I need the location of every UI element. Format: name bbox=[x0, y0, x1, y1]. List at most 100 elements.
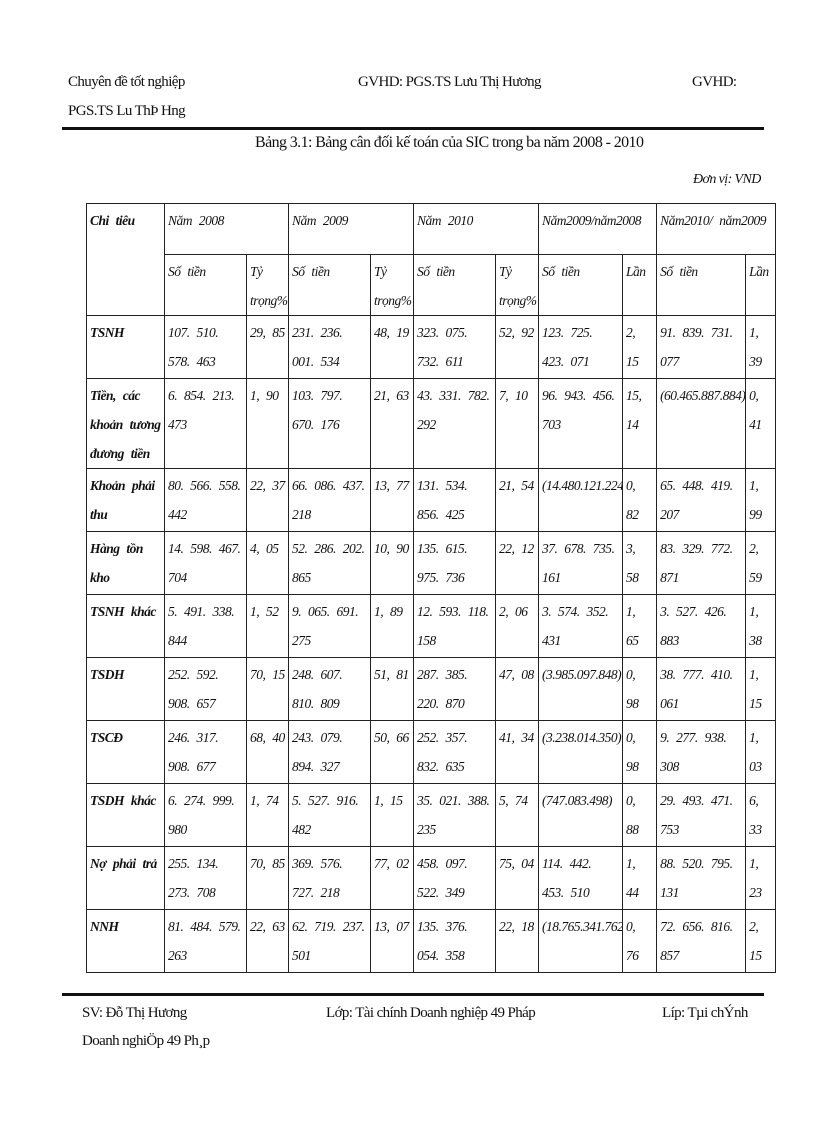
table-cell: 9. 065. 691. 275 bbox=[288, 594, 372, 658]
table-cell: (3.238.014.350) bbox=[538, 720, 624, 784]
sub-header-share: Tỷ trọng% bbox=[245, 254, 290, 316]
table-cell: 1, 23 bbox=[745, 846, 777, 910]
table-cell: 2, 06 bbox=[495, 594, 540, 658]
table-cell: 252. 592. 908. 657 bbox=[164, 657, 247, 721]
table-row: Tiền, các khoản tương đương tiền 6. 854. … bbox=[86, 378, 777, 469]
table-cell: 88. 520. 795. 131 bbox=[656, 846, 747, 910]
table-cell: 37. 678. 735. 161 bbox=[538, 531, 624, 595]
row-label: TSNH khác bbox=[86, 594, 165, 658]
table-title: Bảng 3.1: Bảng cân đối kế toán của SIC t… bbox=[255, 134, 644, 151]
table-cell: 21, 54 bbox=[495, 468, 540, 532]
table-cell: (14.480.121.224) bbox=[538, 468, 624, 532]
sub-header-amount: Số tiền bbox=[656, 254, 747, 316]
table-cell: 29, 85 bbox=[245, 315, 290, 379]
table-cell: 51, 81 bbox=[370, 657, 415, 721]
table-cell: 123. 725. 423. 071 bbox=[538, 315, 624, 379]
table-cell: 66. 086. 437. 218 bbox=[288, 468, 372, 532]
table-cell: 1, 15 bbox=[370, 783, 415, 847]
table-cell: 0, 98 bbox=[622, 657, 658, 721]
table-row: Hàng tồn kho 14. 598. 467. 704 4, 05 52. 28… bbox=[86, 531, 777, 595]
table-cell: (18.765.341.762) bbox=[538, 909, 624, 973]
table-cell: (747.083.498) bbox=[538, 783, 624, 847]
sub-header-amount: Số tiền bbox=[538, 254, 624, 316]
table-cell: 47, 08 bbox=[495, 657, 540, 721]
row-label: NNH bbox=[86, 909, 165, 973]
table-cell: 246. 317. 908. 677 bbox=[164, 720, 247, 784]
table-cell: 15, 14 bbox=[622, 378, 658, 469]
table-cell: 91. 839. 731. 077 bbox=[656, 315, 747, 379]
table-cell: 6. 854. 213. 473 bbox=[164, 378, 247, 469]
table-cell: 68, 40 bbox=[245, 720, 290, 784]
table-cell: 107. 510. 578. 463 bbox=[164, 315, 247, 379]
table-cell: 1, 03 bbox=[745, 720, 777, 784]
table-cell: 2, 59 bbox=[745, 531, 777, 595]
table-cell: 35. 021. 388. 235 bbox=[413, 783, 497, 847]
sub-header-times: Lần bbox=[745, 254, 777, 316]
table-cell: 2, 15 bbox=[622, 315, 658, 379]
table-row: NNH 81. 484. 579. 263 22, 63 62. 719. 237. … bbox=[86, 909, 777, 973]
table-cell: 135. 376. 054. 358 bbox=[413, 909, 497, 973]
table-cell: 231. 236. 001. 534 bbox=[288, 315, 372, 379]
table-cell: 52. 286. 202. 865 bbox=[288, 531, 372, 595]
table-cell: 3. 574. 352. 431 bbox=[538, 594, 624, 658]
table-cell: 13, 77 bbox=[370, 468, 415, 532]
table-row: Nợ phải trả 255. 134. 273. 708 70, 85 369. … bbox=[86, 846, 777, 910]
table-cell: 12. 593. 118. 158 bbox=[413, 594, 497, 658]
footer-left-line1: SV: Đỗ Thị Hương bbox=[82, 1005, 187, 1021]
table-cell: 5. 527. 916. 482 bbox=[288, 783, 372, 847]
group-header-2009: Năm 2009 bbox=[288, 203, 415, 255]
table-cell: 52, 92 bbox=[495, 315, 540, 379]
table-cell: 0, 41 bbox=[745, 378, 777, 469]
table-cell: 22, 12 bbox=[495, 531, 540, 595]
table-cell: 7, 10 bbox=[495, 378, 540, 469]
table-cell: 77, 02 bbox=[370, 846, 415, 910]
row-label: Khoản phải thu bbox=[86, 468, 165, 532]
table-cell: 369. 576. 727. 218 bbox=[288, 846, 372, 910]
table-cell: 287. 385. 220. 870 bbox=[413, 657, 497, 721]
table-cell: 1, 65 bbox=[622, 594, 658, 658]
group-header-2009-2008: Năm2009/năm2008 bbox=[538, 203, 658, 255]
table-cell: (3.985.097.848) bbox=[538, 657, 624, 721]
group-header-2010: Năm 2010 bbox=[413, 203, 540, 255]
table-row: TSNH 107. 510. 578. 463 29, 85 231. 236. 00… bbox=[86, 315, 777, 379]
table-cell: 50, 66 bbox=[370, 720, 415, 784]
sub-header-share: Tỷ trọng% bbox=[370, 254, 415, 316]
row-label: TSDH bbox=[86, 657, 165, 721]
row-label: Hàng tồn kho bbox=[86, 531, 165, 595]
table-cell: 83. 329. 772. 871 bbox=[656, 531, 747, 595]
table-cell: 41, 34 bbox=[495, 720, 540, 784]
table-cell: 1, 38 bbox=[745, 594, 777, 658]
table-cell: 0, 76 bbox=[622, 909, 658, 973]
table-cell: 1, 99 bbox=[745, 468, 777, 532]
table-cell: 243. 079. 894. 327 bbox=[288, 720, 372, 784]
table-cell: 22, 18 bbox=[495, 909, 540, 973]
sub-header-share: Tỷ trọng% bbox=[495, 254, 540, 316]
table-row: TSDH 252. 592. 908. 657 70, 15 248. 607. 81… bbox=[86, 657, 777, 721]
footer-rule bbox=[62, 993, 764, 996]
table-cell: 0, 98 bbox=[622, 720, 658, 784]
table-cell: 135. 615. 975. 736 bbox=[413, 531, 497, 595]
table-cell: 62. 719. 237. 501 bbox=[288, 909, 372, 973]
table-cell: 13, 07 bbox=[370, 909, 415, 973]
table-cell: 38. 777. 410. 061 bbox=[656, 657, 747, 721]
row-label: Tiền, các khoản tương đương tiền bbox=[86, 378, 165, 469]
table-cell: 22, 37 bbox=[245, 468, 290, 532]
table-cell: 80. 566. 558. 442 bbox=[164, 468, 247, 532]
unit-label: Đơn vị: VND bbox=[693, 172, 761, 187]
table-cell: 70, 15 bbox=[245, 657, 290, 721]
table-cell: 3. 527. 426. 883 bbox=[656, 594, 747, 658]
header-center: GVHD: PGS.TS Lưu Thị Hương bbox=[358, 74, 542, 90]
table-cell: 6. 274. 999. 980 bbox=[164, 783, 247, 847]
balance-sheet-table: Chi tiêu Năm 2008 Năm 2009 Năm 2010 Năm2… bbox=[86, 203, 777, 973]
table-cell: 81. 484. 579. 263 bbox=[164, 909, 247, 973]
footer-right: Líp: Tµi chÝnh bbox=[662, 1005, 748, 1021]
table-cell: 6, 33 bbox=[745, 783, 777, 847]
sub-header-amount: Số tiền bbox=[164, 254, 247, 316]
table-cell: 1, 39 bbox=[745, 315, 777, 379]
sub-header-times: Lần bbox=[622, 254, 658, 316]
table-cell: 323. 075. 732. 611 bbox=[413, 315, 497, 379]
header-left-line1: Chuyên đề tốt nghiệp bbox=[68, 74, 185, 90]
row-label: TSDH khác bbox=[86, 783, 165, 847]
table-row: TSDH khác 6. 274. 999. 980 1, 74 5. 527. 91… bbox=[86, 783, 777, 847]
sub-header-amount: Số tiền bbox=[413, 254, 497, 316]
